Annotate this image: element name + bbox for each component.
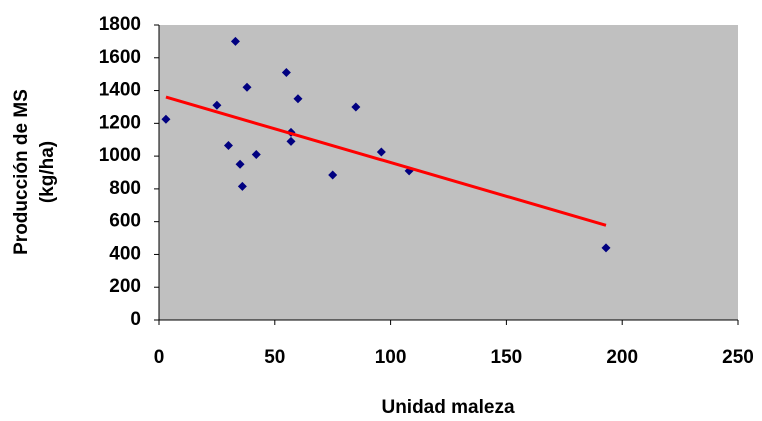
x-tick-label: 50 (264, 347, 285, 368)
x-tick-label: 0 (154, 347, 165, 368)
trend-line (165, 95, 607, 227)
scatter-point (251, 149, 261, 159)
scatter-point (235, 159, 245, 169)
y-tick-label: 1000 (99, 145, 141, 166)
y-tick-label: 200 (109, 276, 141, 297)
scatter-point (223, 140, 233, 150)
y-tick-label: 800 (109, 178, 141, 199)
y-tick-label: 1400 (99, 80, 141, 101)
y-axis-label: Producción de MS (11, 89, 32, 255)
y-tick-label: 400 (109, 243, 141, 264)
scatter-point (281, 68, 291, 78)
plot-area (159, 25, 738, 320)
x-tick-label: 150 (491, 347, 523, 368)
scatter-point (601, 243, 611, 253)
x-tick-label: 200 (606, 347, 638, 368)
y-axis-label: (kg/ha) (37, 141, 58, 203)
scatter-point (376, 147, 386, 157)
y-tick-label: 1600 (99, 47, 141, 68)
scatter-point (161, 114, 171, 124)
scatter-point (242, 82, 252, 92)
scatter-point (293, 94, 303, 104)
scatter-point (351, 102, 361, 112)
x-tick-label: 100 (375, 347, 407, 368)
scatter-point (237, 181, 247, 191)
scatter-point (230, 36, 240, 46)
y-tick-label: 1800 (99, 14, 141, 35)
scatter-point (328, 170, 338, 180)
y-tick-label: 600 (109, 211, 141, 232)
y-tick-label: 1200 (99, 112, 141, 133)
scatter-point (286, 136, 296, 146)
x-axis-label: Unidad maleza (381, 397, 514, 418)
y-tick-label: 0 (130, 309, 141, 330)
scatter-point (212, 100, 222, 110)
x-tick-label: 250 (722, 347, 754, 368)
